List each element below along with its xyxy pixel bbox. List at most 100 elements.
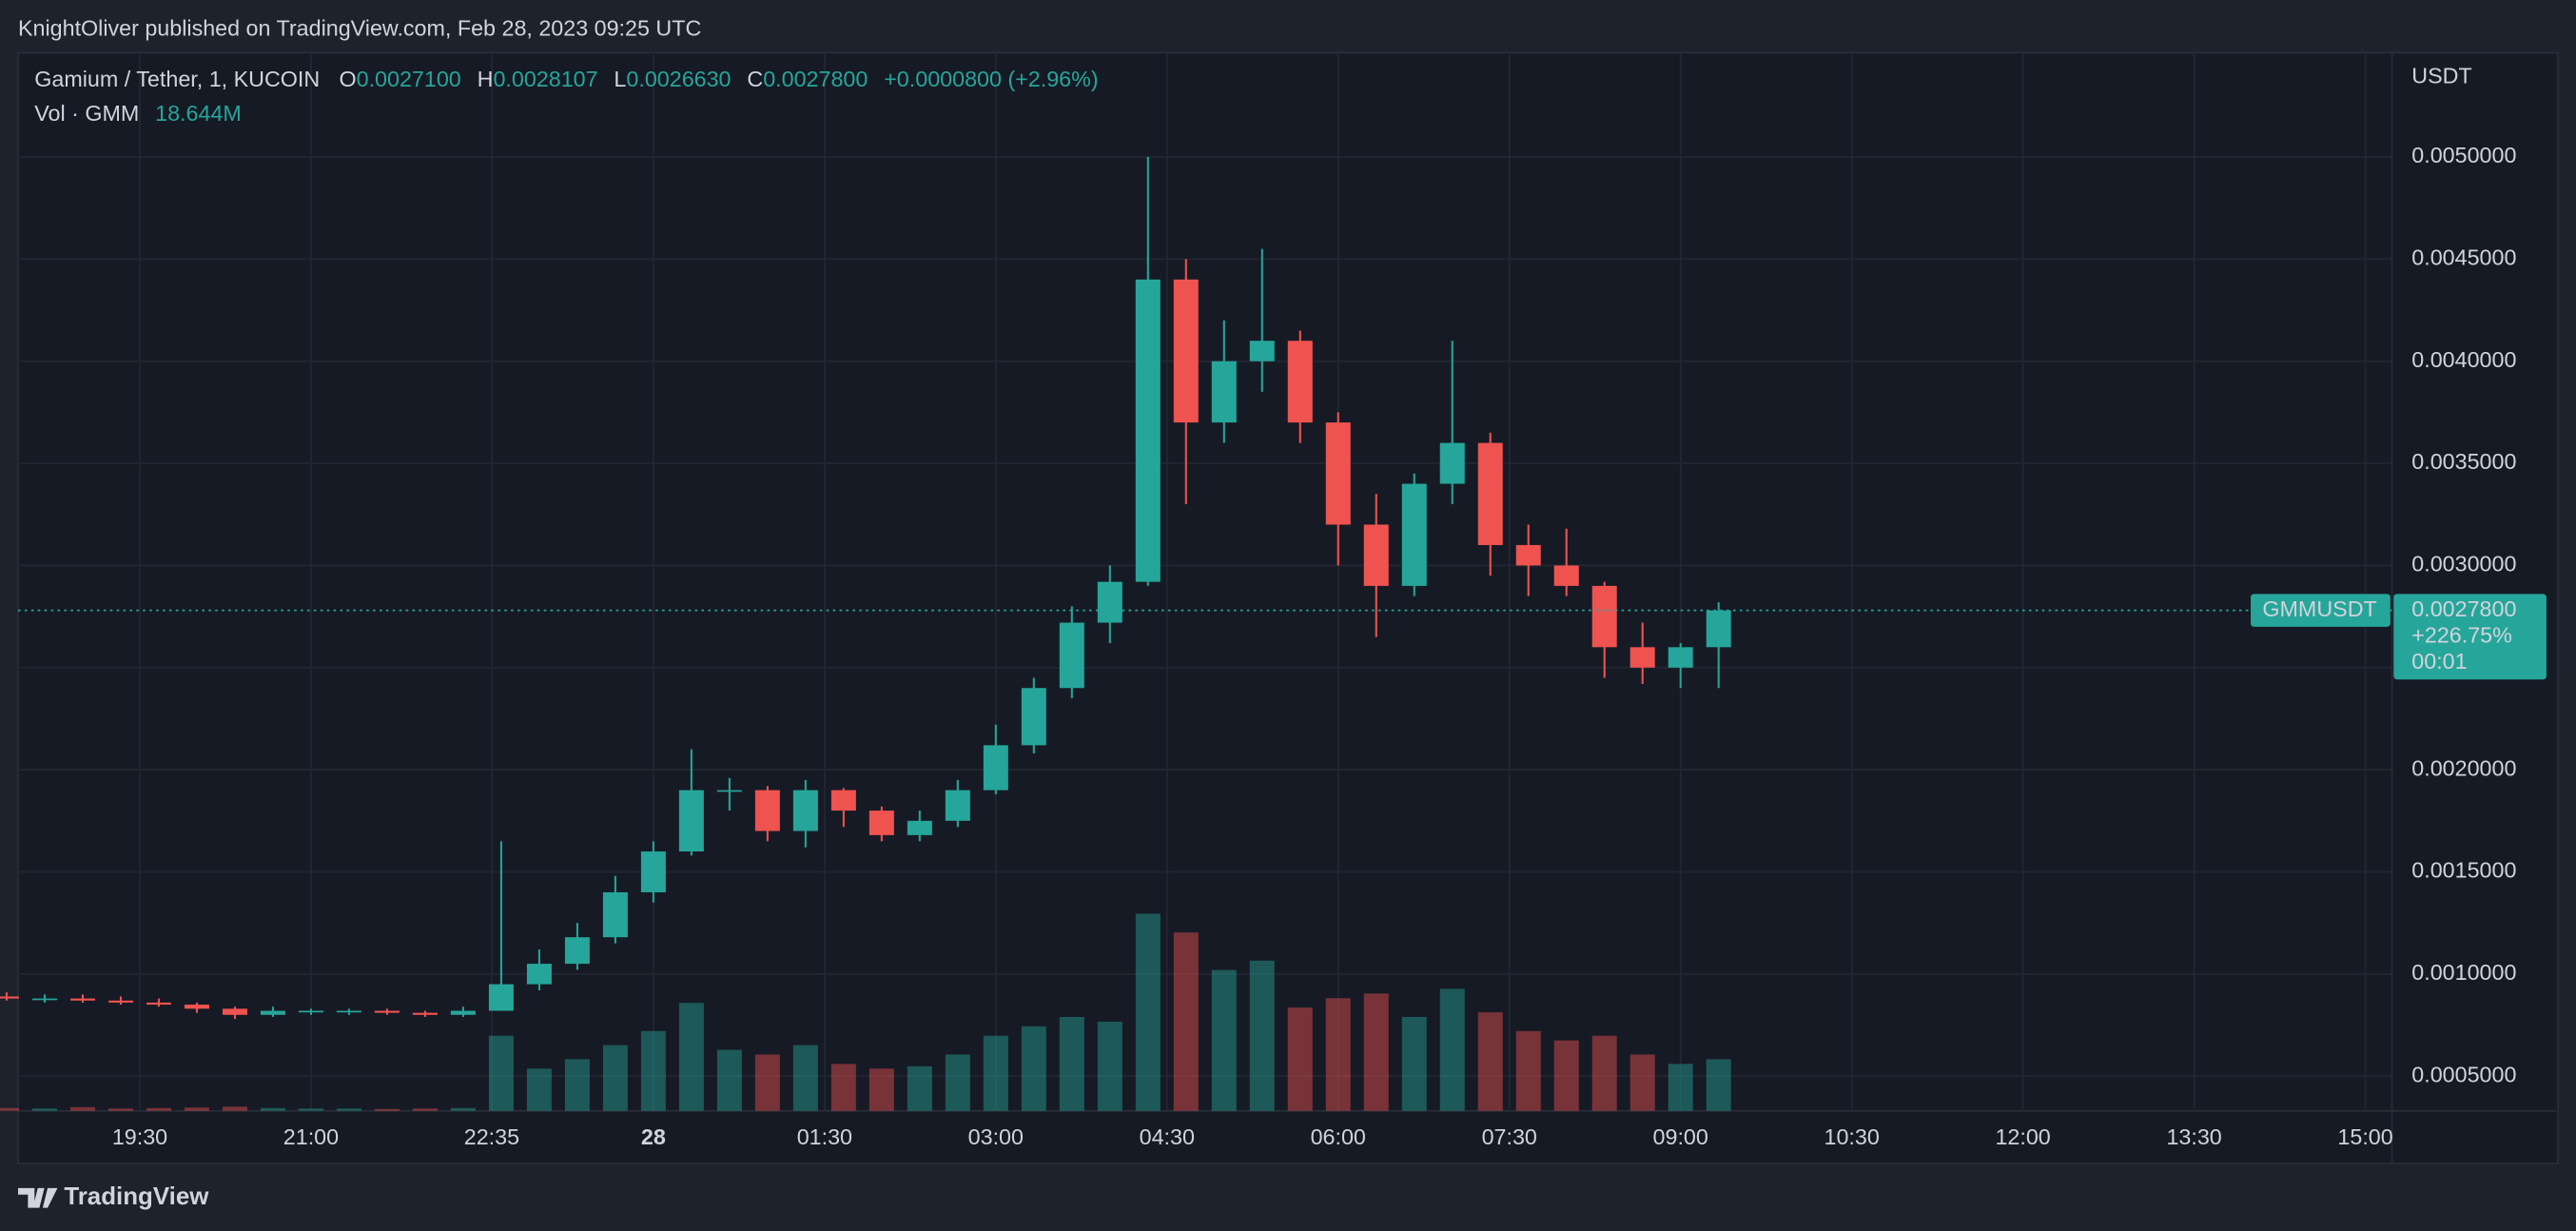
x-tick-label: 22:35 bbox=[464, 1124, 519, 1149]
candle-body bbox=[1249, 341, 1275, 361]
y-tick-label: 0.0035000 bbox=[2411, 449, 2516, 474]
volume-legend: Vol · GMM 18.644M bbox=[34, 101, 242, 126]
volume-bar bbox=[716, 1049, 742, 1111]
volume-bar bbox=[1135, 913, 1161, 1111]
x-tick-label: 21:00 bbox=[283, 1124, 339, 1149]
candle-body bbox=[1706, 610, 1731, 648]
volume-bar bbox=[564, 1059, 590, 1111]
volume-bar bbox=[1630, 1054, 1655, 1111]
candle-body bbox=[1211, 361, 1237, 423]
volume-bar bbox=[602, 1045, 628, 1111]
candle-body bbox=[1553, 565, 1579, 586]
candle-body bbox=[1021, 688, 1046, 746]
legend-label: L bbox=[614, 67, 626, 91]
legend-row: Gamium / Tether, 1, KUCOIN O0.0027100 H0… bbox=[34, 67, 1098, 91]
candle-body bbox=[31, 998, 57, 1001]
candle-body bbox=[412, 1012, 438, 1015]
candle-body bbox=[1401, 483, 1427, 586]
legend-label: C bbox=[747, 67, 763, 91]
y-tick-label: 0.0040000 bbox=[2411, 347, 2516, 372]
candle-body bbox=[1287, 341, 1313, 423]
volume-bar bbox=[488, 1035, 514, 1111]
candle-body bbox=[450, 1010, 476, 1015]
candle-body bbox=[1515, 544, 1541, 566]
y-tick-label: 0.0045000 bbox=[2411, 245, 2516, 270]
legend: Gamium / Tether, 1, KUCOIN O0.0027100 H0… bbox=[34, 67, 1098, 126]
x-tick-label: 12:00 bbox=[1995, 1124, 2050, 1149]
volume-bar bbox=[298, 1108, 323, 1111]
price-change: +226.75% bbox=[2411, 622, 2512, 647]
candle-body bbox=[260, 1010, 285, 1015]
volume-pane bbox=[0, 913, 1731, 1111]
candle-body bbox=[564, 937, 590, 965]
candle-body bbox=[1059, 622, 1084, 689]
volume-bar bbox=[1553, 1040, 1579, 1111]
candle-body bbox=[0, 996, 19, 999]
candle-body bbox=[907, 820, 932, 835]
volume-bar bbox=[678, 1003, 704, 1111]
volume-bar bbox=[907, 1065, 932, 1111]
volume-bar bbox=[1325, 998, 1351, 1111]
candle-body bbox=[488, 984, 514, 1011]
candle-body bbox=[678, 790, 704, 852]
volume-bar bbox=[945, 1054, 970, 1111]
candle-body bbox=[1477, 442, 1503, 545]
volume-bar bbox=[1173, 932, 1199, 1111]
x-tick-label: 07:30 bbox=[1482, 1124, 1537, 1149]
candle-body bbox=[1173, 279, 1199, 423]
grid bbox=[17, 52, 2392, 1111]
volume-bar bbox=[754, 1054, 780, 1111]
legend-label: O bbox=[340, 67, 357, 91]
volume-bar bbox=[0, 1107, 19, 1111]
x-tick-label: 13:30 bbox=[2166, 1124, 2221, 1149]
volume-bar bbox=[31, 1108, 57, 1111]
x-tick-label: 28 bbox=[641, 1124, 666, 1149]
footer-logo: TradingView bbox=[17, 1183, 209, 1210]
legend-value: 0.0026630 bbox=[626, 67, 731, 91]
price-tag: 0.0027800 bbox=[2411, 596, 2516, 621]
y-tick-label: 0.0030000 bbox=[2411, 552, 2516, 576]
logo-icon bbox=[17, 1187, 58, 1208]
x-tick-label: 01:30 bbox=[797, 1124, 852, 1149]
volume-bar bbox=[450, 1107, 476, 1111]
candle-body bbox=[830, 790, 856, 811]
candle-body bbox=[1097, 581, 1122, 623]
volume-bar bbox=[526, 1068, 552, 1111]
candle-body bbox=[602, 891, 628, 938]
volume-bar bbox=[1706, 1059, 1731, 1111]
candle-body bbox=[1363, 524, 1389, 586]
candle-body bbox=[526, 964, 552, 985]
candle-body bbox=[1591, 585, 1617, 648]
candle-body bbox=[1325, 422, 1351, 525]
x-tick-label: 04:30 bbox=[1140, 1124, 1195, 1149]
y-tick-label: 0.0050000 bbox=[2411, 143, 2516, 167]
volume-bar bbox=[69, 1106, 95, 1111]
legend-value: 0.0027100 bbox=[357, 67, 461, 91]
x-tick-label: 15:00 bbox=[2337, 1124, 2392, 1149]
volume-bar bbox=[1059, 1017, 1084, 1111]
volume-bar bbox=[1287, 1007, 1313, 1111]
volume-bar bbox=[640, 1030, 666, 1111]
x-tick-label: 06:00 bbox=[1311, 1124, 1366, 1149]
symbol-tag: GMMUSDT bbox=[2262, 596, 2376, 621]
volume-bar bbox=[983, 1035, 1008, 1111]
candle-body bbox=[336, 1010, 361, 1013]
candle-body bbox=[945, 790, 970, 821]
symbol-tag-bg bbox=[2251, 594, 2391, 627]
x-tick-label: 10:30 bbox=[1825, 1124, 1880, 1149]
volume-bar bbox=[792, 1045, 818, 1111]
candle-body bbox=[107, 1000, 133, 1003]
volume-bar bbox=[1401, 1017, 1427, 1111]
y-tick-label: 0.0005000 bbox=[2411, 1062, 2516, 1086]
volume-value: 18.644M bbox=[155, 101, 242, 126]
volume-bar bbox=[868, 1068, 894, 1111]
volume-bar bbox=[1021, 1026, 1046, 1111]
volume-bar bbox=[1668, 1064, 1693, 1111]
volume-bar bbox=[1211, 969, 1237, 1111]
candle-body bbox=[983, 745, 1008, 791]
candle-body bbox=[298, 1010, 323, 1013]
legend-change: +0.0000800 (+2.96%) bbox=[884, 67, 1098, 91]
candle-body bbox=[792, 790, 818, 831]
candle-body bbox=[69, 998, 95, 1001]
volume-label: Vol · GMM bbox=[34, 101, 139, 126]
